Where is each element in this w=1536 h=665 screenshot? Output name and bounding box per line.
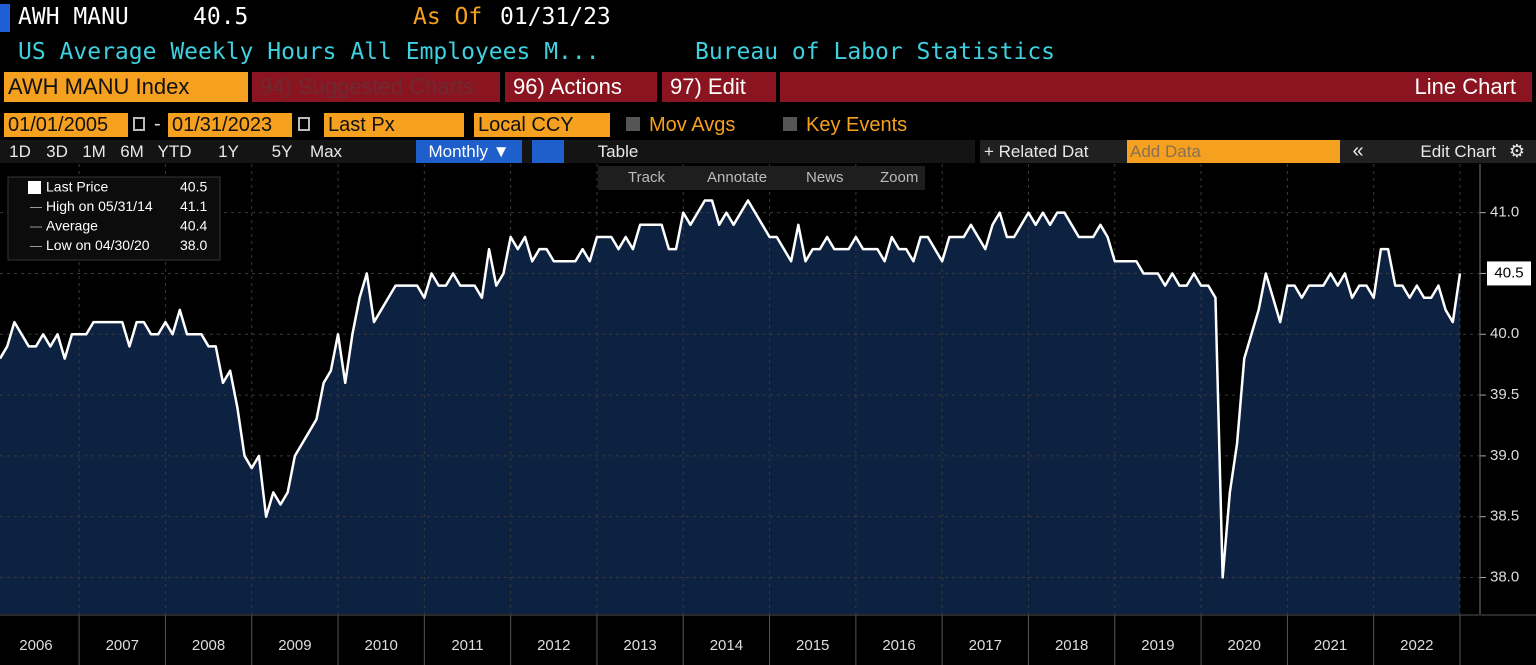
legend-value: 38.0 — [180, 237, 207, 253]
x-tick-label: 2007 — [106, 637, 139, 654]
y-tick-label: 39.0 — [1490, 447, 1519, 464]
x-tick-label: 2008 — [192, 637, 225, 654]
source: Bureau of Labor Statistics — [695, 39, 1056, 65]
x-tick-label: 2012 — [537, 637, 570, 654]
last-price-label: 40.5 — [1494, 264, 1523, 281]
chart-tool[interactable]: Zoom — [880, 169, 919, 186]
edit-chart[interactable]: Edit Chart — [1420, 142, 1496, 161]
currency-select[interactable]: Local CCY — [474, 113, 610, 137]
description: US Average Weekly Hours All Employees M.… — [18, 39, 600, 65]
y-tick-label: 38.0 — [1490, 568, 1519, 585]
settings[interactable]: ⚙ — [1508, 141, 1526, 161]
legend-value: 40.4 — [180, 218, 207, 234]
checkbox[interactable] — [626, 117, 640, 131]
x-tick-label: 2020 — [1228, 637, 1261, 654]
legend-swatch — [28, 181, 41, 194]
period-button[interactable]: 1D — [9, 142, 31, 161]
calendar-icon[interactable] — [133, 117, 145, 131]
related-data[interactable]: + Related Dat — [984, 142, 1089, 161]
price-line — [0, 199, 1462, 579]
as-of-label: As Of — [413, 4, 483, 30]
legend-value: 41.1 — [180, 198, 207, 214]
chart-tool[interactable]: Track — [628, 169, 665, 186]
period-button[interactable]: 3D — [46, 142, 68, 161]
chart-tools — [598, 166, 925, 190]
checkbox[interactable] — [783, 117, 797, 131]
actions-menu[interactable]: 96) Actions — [505, 72, 657, 102]
frequency[interactable]: Monthly ▼ — [416, 140, 522, 163]
mov-avgs[interactable]: Mov Avgs — [649, 114, 736, 136]
x-tick-label: 2013 — [623, 637, 656, 654]
chart-icon[interactable] — [532, 140, 564, 163]
legend-label: Average — [46, 218, 98, 234]
y-tick-label: 38.5 — [1490, 508, 1519, 525]
x-tick-label: 2006 — [19, 637, 52, 654]
ticker: AWH MANU — [18, 4, 129, 30]
x-tick-label: 2010 — [364, 637, 397, 654]
period-button[interactable]: Max — [309, 142, 343, 161]
chart-type[interactable]: Line Chart — [780, 72, 1532, 102]
period-button[interactable]: YTD — [157, 142, 192, 161]
x-tick-label: 2018 — [1055, 637, 1088, 654]
end-date[interactable]: 01/31/2023 — [168, 113, 292, 137]
as-of-date: 01/31/23 — [500, 4, 611, 30]
edit-menu[interactable]: 97) Edit — [662, 72, 776, 102]
period-button[interactable]: 1M — [82, 142, 106, 161]
period-button[interactable]: 6M — [120, 142, 144, 161]
last-price: 40.5 — [193, 4, 249, 30]
security[interactable]: AWH MANU Index — [4, 72, 248, 102]
key-events[interactable]: Key Events — [806, 114, 908, 136]
x-tick-label: 2016 — [882, 637, 915, 654]
area-fill — [0, 200, 1460, 614]
x-tick-label: 2015 — [796, 637, 829, 654]
y-tick-label: 40.0 — [1490, 325, 1519, 342]
x-tick-label: 2009 — [278, 637, 311, 654]
suggested-charts[interactable]: 94) Suggested Charts — [252, 72, 500, 102]
field-select[interactable]: Last Px — [324, 113, 464, 137]
x-tick-label: 2017 — [969, 637, 1002, 654]
legend-label: Low on 04/30/20 — [46, 237, 150, 253]
add-data[interactable]: Add Data — [1127, 140, 1340, 163]
x-tick-label: 2014 — [710, 637, 743, 654]
date-separator: - — [154, 113, 161, 135]
legend-value: 40.5 — [180, 179, 207, 195]
chart-tool[interactable]: Annotate — [707, 169, 768, 186]
last-price-tag — [1487, 261, 1531, 286]
y-tick-label: 39.5 — [1490, 386, 1519, 403]
x-tick-label: 2019 — [1141, 637, 1174, 654]
table-button[interactable]: Table — [597, 142, 639, 161]
legend-box — [7, 176, 221, 261]
collapse[interactable]: « — [1352, 140, 1364, 162]
calendar-icon[interactable] — [298, 117, 310, 131]
legend-label: High on 05/31/14 — [46, 198, 153, 214]
period-button[interactable]: 5Y — [271, 142, 293, 161]
x-tick-label: 2022 — [1400, 637, 1433, 654]
x-tick-label: 2021 — [1314, 637, 1347, 654]
focus-marker — [0, 4, 10, 32]
y-tick-label: 41.0 — [1490, 204, 1519, 221]
x-tick-label: 2011 — [451, 637, 483, 654]
start-date[interactable]: 01/01/2005 — [4, 113, 128, 137]
legend-label: Last Price — [46, 179, 108, 195]
period-button[interactable]: 1Y — [218, 142, 239, 161]
chart-tool[interactable]: News — [806, 169, 844, 186]
